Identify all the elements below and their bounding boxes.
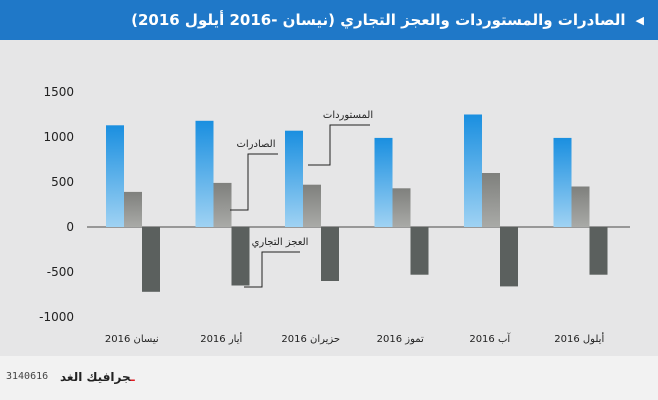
bar-deficit [231, 227, 250, 286]
y-tick-label: 1000 [43, 130, 74, 144]
x-tick-label: آب 2016 [469, 332, 511, 345]
y-tick-label: 500 [51, 175, 74, 189]
imports-callout-label: المستوردات [323, 110, 373, 121]
imports-leader [308, 124, 370, 166]
footer: 3140616 ـجرافيك الغد [0, 356, 658, 400]
bar-imports [106, 125, 124, 227]
bar-exports [482, 173, 500, 227]
chart-header: ◀ الصادرات والمستوردات والعجز التجاري (ن… [0, 0, 658, 40]
bar-deficit [410, 227, 429, 275]
triangle-left-icon: ◀ [635, 13, 644, 27]
x-tick-label: أيار 2016 [200, 332, 242, 345]
bar-deficit [321, 227, 339, 281]
deficit-leader [244, 251, 300, 288]
bar-deficit [500, 227, 518, 287]
x-tick-label: أيلول 2016 [554, 332, 604, 345]
x-tick-label: حزيران 2016 [281, 334, 340, 345]
chart-title: الصادرات والمستوردات والعجز التجاري (نيس… [131, 11, 626, 29]
exports-callout-label: الصادرات [236, 139, 275, 150]
y-tick-label: 1500 [43, 85, 74, 99]
bar-imports [553, 137, 572, 227]
brand-dash: ـ [130, 370, 135, 384]
bar-exports [392, 188, 411, 227]
bar-imports [195, 120, 214, 227]
bar-exports [571, 186, 590, 227]
bar-imports [374, 137, 393, 227]
bar-imports [285, 130, 303, 227]
bar-deficit [589, 227, 608, 275]
deficit-callout-label: العجز التجاري [252, 237, 309, 248]
x-tick-label: نيسان 2016 [105, 334, 159, 345]
brand-name: جرافيك الغد [60, 370, 131, 384]
exports-leader [230, 153, 278, 211]
y-tick-label: -500 [47, 265, 74, 279]
bar-exports [213, 182, 232, 227]
bar-deficit [142, 227, 160, 292]
graphic-code: 3140616 [6, 371, 49, 382]
bar-imports [464, 114, 482, 227]
x-tick-label: تموز 2016 [377, 334, 424, 345]
y-tick-label: -1000 [39, 310, 74, 324]
y-tick-label: 0 [66, 220, 74, 234]
bar-exports [303, 184, 321, 227]
brand-logo-text: ـجرافيك الغد [60, 370, 135, 384]
bar-exports [124, 191, 142, 227]
